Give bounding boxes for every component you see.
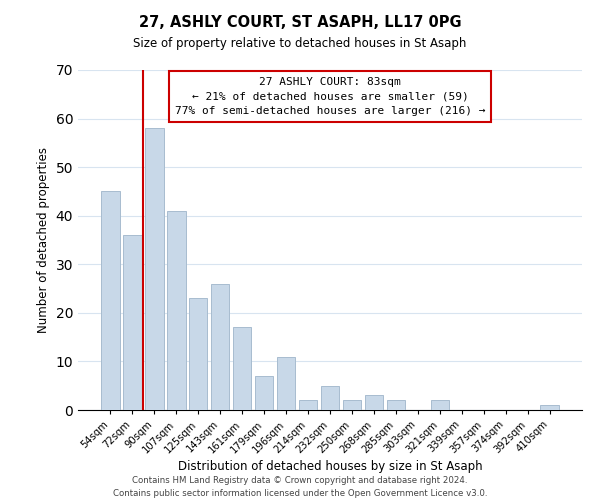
Bar	[277, 356, 295, 410]
Bar	[343, 400, 361, 410]
Bar	[299, 400, 317, 410]
Bar	[189, 298, 208, 410]
Bar	[365, 396, 383, 410]
Bar	[541, 405, 559, 410]
Bar	[320, 386, 340, 410]
Text: Size of property relative to detached houses in St Asaph: Size of property relative to detached ho…	[133, 38, 467, 51]
Y-axis label: Number of detached properties: Number of detached properties	[37, 147, 50, 333]
Bar	[255, 376, 274, 410]
Bar	[167, 211, 185, 410]
Bar	[233, 328, 251, 410]
X-axis label: Distribution of detached houses by size in St Asaph: Distribution of detached houses by size …	[178, 460, 482, 473]
Bar	[386, 400, 405, 410]
Bar	[145, 128, 164, 410]
Bar	[123, 235, 142, 410]
Bar	[101, 192, 119, 410]
Text: 27 ASHLY COURT: 83sqm
← 21% of detached houses are smaller (59)
77% of semi-deta: 27 ASHLY COURT: 83sqm ← 21% of detached …	[175, 77, 485, 116]
Text: 27, ASHLY COURT, ST ASAPH, LL17 0PG: 27, ASHLY COURT, ST ASAPH, LL17 0PG	[139, 15, 461, 30]
Bar	[211, 284, 229, 410]
Bar	[431, 400, 449, 410]
Text: Contains HM Land Registry data © Crown copyright and database right 2024.
Contai: Contains HM Land Registry data © Crown c…	[113, 476, 487, 498]
